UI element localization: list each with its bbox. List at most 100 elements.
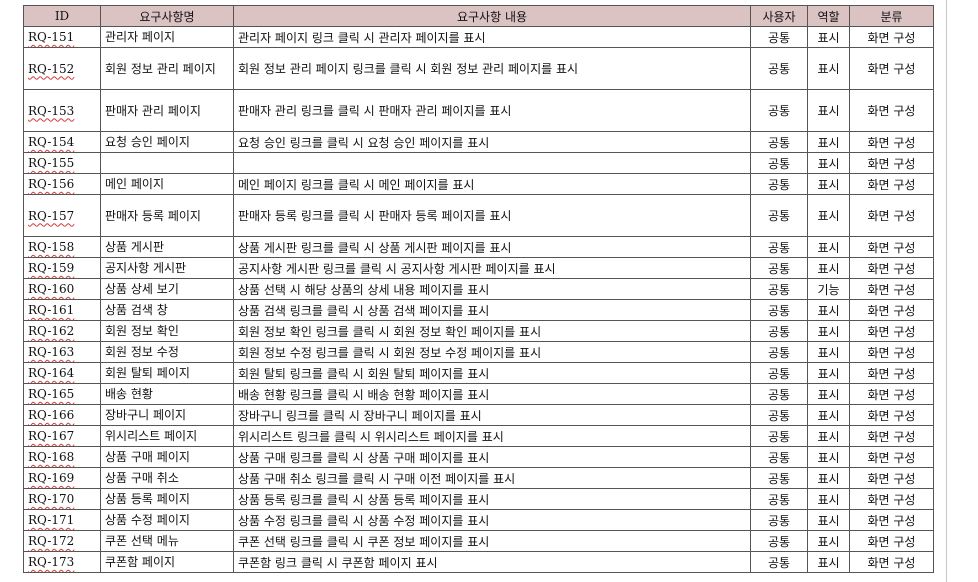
cell-description: 관리자 페이지 링크 클릭 시 관리자 페이지를 표시 — [233, 26, 751, 48]
requirement-id: RQ-153 — [28, 103, 75, 118]
table-row: RQ-167 위시리스트 페이지 위시리스트 링크를 클릭 시 위시리스트 페이지를… — [23, 425, 934, 447]
table-row: RQ-154 요청 승인 페이지 요청 승인 링크를 클릭 시 요청 승인 페이지를… — [23, 131, 934, 153]
cell-role: 표시 — [807, 530, 850, 552]
table-row: RQ-166 장바구니 페이지 장바구니 링크를 클릭 시 장바구니 페이지를 표시… — [23, 404, 934, 426]
table-row: RQ-153 판매자 관리 페이지 판매자 관리 링크를 클릭 시 판매자 관리 페… — [23, 89, 934, 132]
cell-category: 화면 구성 — [849, 89, 934, 132]
cell-category: 화면 구성 — [849, 131, 934, 153]
table-row: RQ-164 회원 탈퇴 페이지 회원 탈퇴 링크를 클릭 시 회원 탈퇴 페이지를… — [23, 362, 934, 384]
requirement-id: RQ-155 — [28, 156, 75, 170]
cell-id: RQ-167 — [23, 425, 101, 447]
requirement-id: RQ-165 — [28, 387, 75, 401]
cell-name: 요청 승인 페이지 — [100, 131, 234, 153]
requirement-id: RQ-170 — [28, 492, 75, 506]
cell-category: 화면 구성 — [849, 278, 934, 300]
cell-id: RQ-156 — [23, 173, 101, 195]
table-row: RQ-156 메인 페이지 메인 페이지 링크를 클릭 시 메인 페이지를 표시 공통… — [23, 173, 934, 195]
cell-user: 공통 — [750, 404, 808, 426]
cell-role: 표시 — [807, 488, 850, 510]
cell-category: 화면 구성 — [849, 236, 934, 258]
cell-category: 화면 구성 — [849, 47, 934, 90]
table-row: RQ-171 상품 수정 페이지 상품 수정 링크를 클릭 시 상품 수정 페이지를… — [23, 509, 934, 531]
cell-description: 요청 승인 링크를 클릭 시 요청 승인 페이지를 표시 — [233, 131, 751, 153]
requirement-id: RQ-159 — [28, 261, 75, 275]
cell-category: 화면 구성 — [849, 152, 934, 174]
cell-user: 공통 — [750, 257, 808, 279]
table-row: RQ-165 배송 현황 배송 현황 링크를 클릭 시 배송 현황 페이지를 표시 공… — [23, 383, 934, 405]
cell-description: 상품 구매 링크를 클릭 시 상품 구매 페이지를 표시 — [233, 446, 751, 468]
cell-name: 상품 구매 취소 — [100, 467, 234, 489]
cell-user: 공통 — [750, 530, 808, 552]
requirement-id: RQ-156 — [28, 177, 75, 191]
cell-name: 쿠폰 선택 메뉴 — [100, 530, 234, 552]
cell-role: 표시 — [807, 299, 850, 321]
cell-category: 화면 구성 — [849, 425, 934, 447]
cell-description: 쿠폰 선택 링크를 클릭 시 쿠폰 정보 페이지를 표시 — [233, 530, 751, 552]
cell-description: 상품 게시판 링크를 클릭 시 상품 게시판 페이지를 표시 — [233, 236, 751, 258]
cell-role: 표시 — [807, 89, 850, 132]
cell-id: RQ-152 — [23, 47, 101, 90]
cell-description: 상품 수정 링크를 클릭 시 상품 수정 페이지를 표시 — [233, 509, 751, 531]
header-name: 요구사항명 — [100, 5, 234, 27]
requirement-id: RQ-169 — [28, 471, 75, 485]
cell-category: 화면 구성 — [849, 488, 934, 510]
cell-name: 상품 구매 페이지 — [100, 446, 234, 468]
cell-category: 화면 구성 — [849, 551, 934, 573]
cell-user: 공통 — [750, 467, 808, 489]
cell-user: 공통 — [750, 89, 808, 132]
header-id: ID — [23, 5, 101, 27]
table-row: RQ-155 공통 표시 화면 구성 — [23, 152, 934, 174]
table-row: RQ-152 회원 정보 관리 페이지 회원 정보 관리 페이지 링크를 클릭 시 … — [23, 47, 934, 90]
cell-id: RQ-155 — [23, 152, 101, 174]
cell-user: 공통 — [750, 131, 808, 153]
cell-name: 공지사항 게시판 — [100, 257, 234, 279]
cell-name: 쿠폰함 페이지 — [100, 551, 234, 573]
cell-category: 화면 구성 — [849, 446, 934, 468]
cell-user: 공통 — [750, 47, 808, 90]
cell-id: RQ-163 — [23, 341, 101, 363]
cell-id: RQ-173 — [23, 551, 101, 573]
cell-role: 표시 — [807, 236, 850, 258]
cell-id: RQ-162 — [23, 320, 101, 342]
cell-description: 상품 구매 취소 링크를 클릭 시 구매 이전 페이지를 표시 — [233, 467, 751, 489]
cell-id: RQ-161 — [23, 299, 101, 321]
cell-role: 표시 — [807, 551, 850, 573]
table-row: RQ-168 상품 구매 페이지 상품 구매 링크를 클릭 시 상품 구매 페이지를… — [23, 446, 934, 468]
cell-category: 화면 구성 — [849, 194, 934, 237]
cell-user: 공통 — [750, 26, 808, 48]
requirement-id: RQ-162 — [28, 324, 75, 338]
cell-description: 상품 선택 시 해당 상품의 상세 내용 페이지를 표시 — [233, 278, 751, 300]
requirements-table: ID 요구사항명 요구사항 내용 사용자 역할 분류 RQ-151 관리자 페이지… — [23, 5, 934, 573]
requirement-id: RQ-160 — [28, 282, 75, 296]
cell-user: 공통 — [750, 551, 808, 573]
cell-user: 공통 — [750, 341, 808, 363]
cell-user: 공통 — [750, 446, 808, 468]
cell-user: 공통 — [750, 194, 808, 237]
requirement-id: RQ-172 — [28, 534, 75, 548]
requirement-id: RQ-164 — [28, 366, 75, 380]
table-row: RQ-158 상품 게시판 상품 게시판 링크를 클릭 시 상품 게시판 페이지를 … — [23, 236, 934, 258]
cell-name — [100, 152, 234, 174]
cell-name: 메인 페이지 — [100, 173, 234, 195]
cell-id: RQ-154 — [23, 131, 101, 153]
cell-name: 상품 게시판 — [100, 236, 234, 258]
cell-name: 관리자 페이지 — [100, 26, 234, 48]
requirement-id: RQ-173 — [28, 555, 75, 569]
requirement-id: RQ-154 — [28, 135, 75, 149]
cell-id: RQ-170 — [23, 488, 101, 510]
cell-role: 표시 — [807, 131, 850, 153]
header-user: 사용자 — [750, 5, 808, 27]
page-edge-divider — [946, 0, 947, 582]
table-row: RQ-162 회원 정보 확인 회원 정보 확인 링크를 클릭 시 회원 정보 확인… — [23, 320, 934, 342]
requirement-id: RQ-161 — [28, 303, 75, 317]
header-category: 분류 — [849, 5, 934, 27]
cell-description: 배송 현황 링크를 클릭 시 배송 현황 페이지를 표시 — [233, 383, 751, 405]
cell-id: RQ-157 — [23, 194, 101, 237]
cell-category: 화면 구성 — [849, 257, 934, 279]
cell-name: 회원 탈퇴 페이지 — [100, 362, 234, 384]
cell-name: 위시리스트 페이지 — [100, 425, 234, 447]
table-row: RQ-169 상품 구매 취소 상품 구매 취소 링크를 클릭 시 구매 이전 페이… — [23, 467, 934, 489]
table-row: RQ-170 상품 등록 페이지 상품 등록 링크를 클릭 시 상품 등록 페이지를… — [23, 488, 934, 510]
cell-name: 판매자 관리 페이지 — [100, 89, 234, 132]
